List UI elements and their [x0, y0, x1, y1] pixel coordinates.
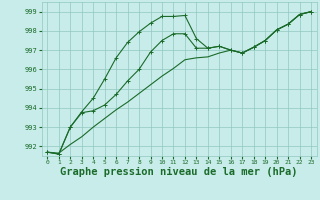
X-axis label: Graphe pression niveau de la mer (hPa): Graphe pression niveau de la mer (hPa) [60, 167, 298, 177]
